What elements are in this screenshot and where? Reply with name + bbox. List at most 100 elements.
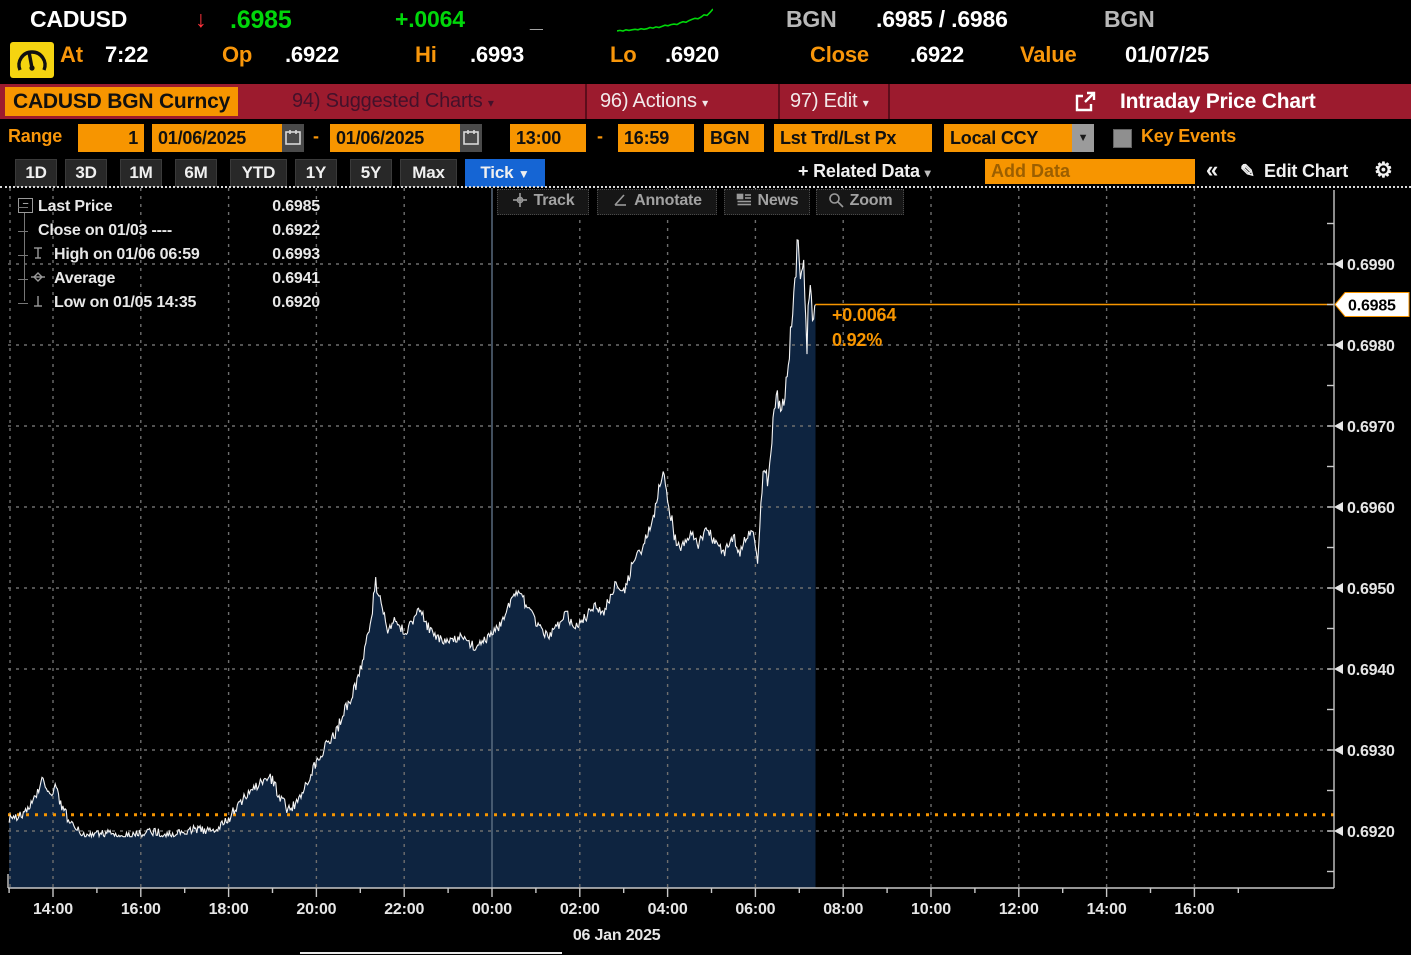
bid-ask-prices: .6985 / .6986 (876, 6, 1008, 32)
gauge-icon[interactable] (10, 42, 54, 78)
stat-value-value: 01/07/25 (1125, 42, 1210, 67)
price-chart[interactable]: 14:00 16:00 18:00 20:00 22:00 00:00 02:00 04:00… (0, 188, 1411, 955)
tab-max[interactable]: Max (400, 159, 457, 187)
collapse-chevrons-icon[interactable]: « (1206, 157, 1219, 182)
gear-icon[interactable]: ⚙ (1374, 159, 1393, 182)
svg-text:14:00: 14:00 (33, 901, 73, 918)
related-data-button[interactable]: + Related Data ▾ (798, 161, 931, 182)
svg-text:14:00: 14:00 (1087, 901, 1127, 918)
tab-ytd[interactable]: YTD (230, 159, 287, 187)
tab-1d[interactable]: 1D (15, 159, 57, 187)
banner-divider (585, 84, 587, 119)
quote-source-left: BGN (786, 6, 837, 32)
export-icon[interactable] (1072, 89, 1098, 120)
svg-text:0.6940: 0.6940 (1347, 662, 1395, 679)
svg-text:06 Jan 2025: 06 Jan 2025 (573, 927, 661, 944)
legend-branch (18, 302, 28, 304)
orange-square (30, 222, 38, 240)
related-data-label: + Related Data (798, 161, 920, 181)
legend-label: High on 01/06 06:59 (54, 246, 200, 263)
tab-tick-label: Tick (480, 163, 514, 182)
time-from-field[interactable]: 13:00 (510, 124, 586, 152)
legend-branch (18, 230, 28, 232)
edit-chart-button[interactable]: Edit Chart (1264, 161, 1349, 181)
legend-value: 0.6985 (272, 198, 320, 215)
stat-label-at: At (60, 42, 83, 67)
chevron-down-icon: ▾ (862, 96, 869, 110)
svg-text:0.6990: 0.6990 (1347, 257, 1395, 274)
collapse-legend-icon[interactable]: − (18, 198, 33, 213)
svg-text:0.6950: 0.6950 (1347, 581, 1395, 598)
legend-item[interactable]: Average 0.6941 (18, 267, 320, 291)
stat-value-at: 7:22 (105, 42, 149, 67)
time-to-field[interactable]: 16:59 (618, 124, 694, 152)
tab-1y[interactable]: 1Y (295, 159, 337, 187)
news-icon (736, 192, 758, 209)
chevron-down-icon[interactable]: ▼ (1072, 124, 1094, 152)
legend-item[interactable]: High on 01/06 06:59 0.6993 (18, 243, 320, 267)
calendar-icon[interactable] (282, 124, 304, 152)
source-field[interactable]: BGN (704, 124, 764, 152)
mini-sparkline-chart (617, 8, 713, 32)
pencil-icon[interactable]: ✎ (1240, 161, 1255, 181)
low-marker (30, 293, 54, 314)
svg-text:16:00: 16:00 (121, 901, 161, 918)
time-separator: - (597, 126, 603, 146)
direction-down-arrow-icon: ↓ (195, 6, 207, 32)
key-events-checkbox[interactable] (1113, 129, 1132, 148)
stat-label-lo: Lo (610, 42, 637, 67)
tab-3d[interactable]: 3D (65, 159, 107, 187)
svg-text:0.6930: 0.6930 (1347, 743, 1395, 760)
tab-5y[interactable]: 5Y (350, 159, 392, 187)
date-to-field[interactable]: 01/06/2025 (330, 124, 460, 152)
stat-value-op: .6922 (285, 42, 340, 67)
legend-value: 0.6920 (272, 294, 320, 311)
security-field[interactable]: CADUSD BGN Curncy (5, 87, 239, 116)
chevron-down-icon: ▾ (924, 166, 931, 180)
svg-text:18:00: 18:00 (209, 901, 249, 918)
tab-1m[interactable]: 1M (120, 159, 162, 187)
banner-divider (778, 84, 780, 119)
tab-6m[interactable]: 6M (175, 159, 217, 187)
news-button[interactable]: News (724, 189, 810, 215)
range-count-field[interactable]: 1 (78, 124, 144, 152)
date-from-field[interactable]: 01/06/2025 (152, 124, 282, 152)
menu-actions[interactable]: 96) Actions ▾ (600, 90, 708, 112)
annotate-button[interactable]: Annotate (597, 189, 717, 215)
stat-value-hi: .6993 (470, 42, 525, 67)
calendar-icon[interactable] (460, 124, 482, 152)
legend-label: Low on 01/05 14:35 (54, 294, 197, 311)
track-button[interactable]: Track (497, 189, 589, 215)
white-square (30, 198, 38, 216)
legend-item[interactable]: Close on 01/03 ---- 0.6922 (18, 219, 320, 243)
track-icon (512, 192, 534, 209)
tab-tick[interactable]: Tick ▼ (465, 159, 545, 187)
price-change: +.0064 (395, 6, 465, 32)
stat-value-close: .6922 (910, 42, 965, 67)
chevron-down-icon: ▼ (517, 167, 530, 181)
last-price: .6985 (230, 6, 292, 34)
change-annotation: +0.0064 (832, 305, 897, 325)
svg-text:08:00: 08:00 (823, 901, 863, 918)
legend-label: Last Price (38, 198, 113, 215)
news-label: News (757, 192, 799, 209)
price-type-field[interactable]: Lst Trd/Lst Px (774, 124, 932, 152)
menu-suggested-charts[interactable]: 94) Suggested Charts ▾ (292, 90, 494, 112)
quote-source-right: BGN (1104, 6, 1155, 32)
zoom-button[interactable]: Zoom (816, 189, 904, 215)
annotate-icon (612, 192, 634, 209)
svg-text:04:00: 04:00 (648, 901, 688, 918)
annotate-label: Annotate (634, 192, 702, 209)
high-marker (30, 245, 54, 266)
stat-value-lo: .6920 (665, 42, 720, 67)
currency-field[interactable]: Local CCY (944, 124, 1072, 152)
menu-edit[interactable]: 97) Edit ▾ (790, 90, 869, 112)
legend-label: Average (54, 270, 116, 287)
add-data-input[interactable] (985, 159, 1195, 184)
legend-item[interactable]: Last Price 0.6985 (18, 195, 320, 219)
page-title: Intraday Price Chart (1120, 90, 1316, 113)
legend-item[interactable]: Low on 01/05 14:35 0.6920 (18, 291, 320, 315)
range-label: Range (8, 126, 63, 146)
svg-text:0.6960: 0.6960 (1347, 500, 1395, 517)
